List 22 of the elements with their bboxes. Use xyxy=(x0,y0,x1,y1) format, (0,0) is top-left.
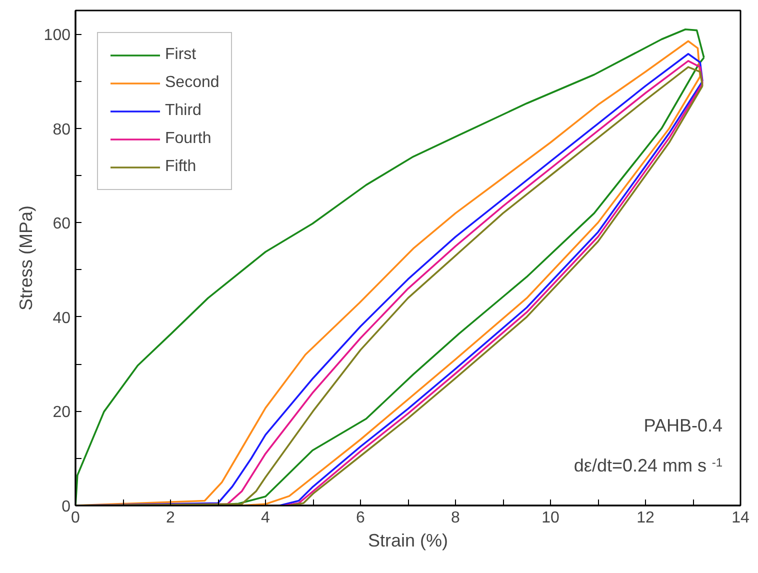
legend-label: Second xyxy=(165,74,220,92)
y-tick-label: 60 xyxy=(52,216,71,233)
x-tick-label: 10 xyxy=(542,510,560,526)
x-axis-title: Strain (%) xyxy=(368,530,448,550)
annotation: dε/dt=0.24 mm s-1 xyxy=(574,456,723,476)
legend-label: Fifth xyxy=(165,158,196,176)
y-tick-label: 20 xyxy=(52,404,71,422)
legend-label: Third xyxy=(165,102,202,120)
y-tick-label: 100 xyxy=(44,27,71,44)
x-tick-label: 14 xyxy=(732,510,750,526)
x-tick-label: 4 xyxy=(261,510,270,526)
y-axis-title: Stress (MPa) xyxy=(16,205,36,311)
x-tick-label: 2 xyxy=(166,510,176,526)
annotation: PAHB-0.4 xyxy=(644,416,723,436)
y-tick-label: 0 xyxy=(62,498,71,516)
x-tick-label: 8 xyxy=(451,510,460,526)
legend-label: Fourth xyxy=(165,130,212,148)
y-tick-label: 80 xyxy=(52,121,71,138)
x-tick-label: 6 xyxy=(356,510,366,526)
x-tick-label: 12 xyxy=(636,510,654,526)
y-tick-label: 40 xyxy=(52,310,71,327)
legend-label: First xyxy=(165,46,196,64)
